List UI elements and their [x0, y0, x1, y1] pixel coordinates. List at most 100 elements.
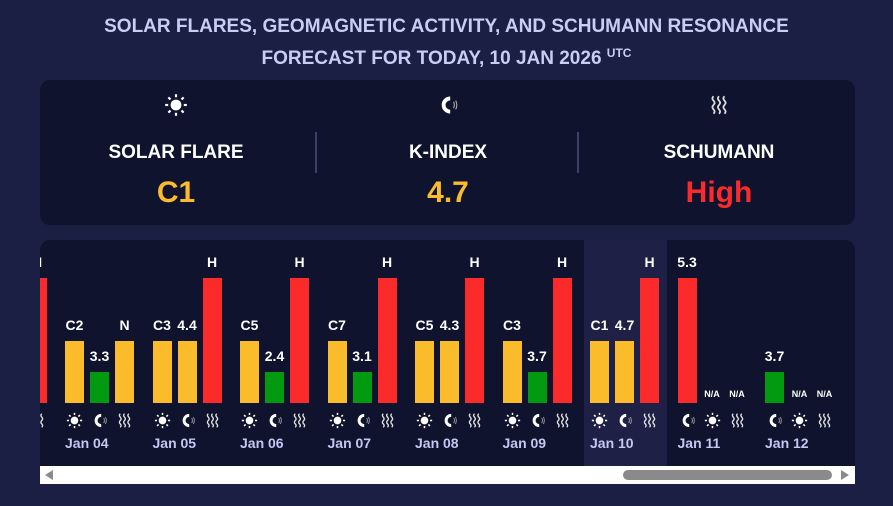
- kindex-value-label: 4.7: [614, 317, 635, 333]
- schumann-value-label: H: [40, 254, 52, 270]
- flare-bar[interactable]: [152, 341, 172, 403]
- waves-icon: [290, 411, 309, 429]
- sun-icon: [40, 93, 312, 120]
- sun-icon: [415, 411, 434, 429]
- kindex-value-label: 3.7: [527, 348, 547, 364]
- title-line-2: FORECAST FOR TODAY, 10 JAN 2026: [261, 48, 602, 69]
- flare-bar[interactable]: [327, 341, 347, 403]
- schumann-bar[interactable]: [40, 278, 47, 403]
- flare-value-label: C5: [415, 317, 434, 333]
- schumann-value-label: H: [294, 254, 305, 270]
- kindex-bar[interactable]: [440, 341, 459, 403]
- date-label: Jan 08: [415, 435, 459, 451]
- flare-value-label: C5: [240, 317, 259, 333]
- utc-label: UTC: [606, 46, 632, 60]
- kindex-value-label: 2.4: [264, 348, 285, 364]
- schumann-value-label: H: [206, 254, 218, 270]
- date-label: Jan 09: [502, 435, 547, 451]
- flare-bar[interactable]: [65, 341, 84, 403]
- date-label: Jan 10: [590, 435, 634, 451]
- divider: [577, 132, 579, 173]
- flare-value-label: C2: [65, 317, 84, 333]
- waves-icon: [583, 94, 855, 120]
- sun-icon: [503, 411, 522, 429]
- kindex-bar[interactable]: [677, 278, 697, 403]
- flare-bar[interactable]: [590, 341, 609, 403]
- date-label: Jan 07: [327, 435, 372, 451]
- kindex-value-label: 3.3: [89, 348, 110, 364]
- kindex-value-label: 5.3: [677, 254, 697, 270]
- summary-schumann: SCHUMANN High: [583, 80, 855, 225]
- day-group: 5.3 N/A N/A Jan 11: [677, 240, 758, 466]
- schumann-value-label: H: [381, 254, 393, 270]
- schumann-value-label: H: [556, 254, 568, 270]
- horizontal-scrollbar[interactable]: [40, 466, 855, 484]
- kindex-bar[interactable]: [177, 341, 197, 403]
- date-label: Jan 05: [152, 435, 197, 451]
- waves-icon: [465, 411, 484, 429]
- schumann-value-label: H: [644, 254, 655, 270]
- day-group: C3 3.7 H Jan 09: [502, 240, 583, 466]
- day-group: C7 3.1 H Jan 07: [327, 240, 408, 466]
- flare-bar[interactable]: [240, 341, 259, 403]
- flare-bar[interactable]: [502, 341, 522, 403]
- waves-icon: [203, 411, 222, 429]
- day-group: C5 4.3 H Jan 08: [415, 240, 495, 466]
- date-label: Jan 04: [65, 435, 109, 451]
- summary-k-index: K-INDEX 4.7: [312, 80, 584, 225]
- kindex-value-label: 3.1: [352, 348, 372, 364]
- flare-value-label: C3: [503, 317, 521, 333]
- title-line-1: SOLAR FLARES, GEOMAGNETIC ACTIVITY, AND …: [104, 16, 789, 37]
- waves-icon: [728, 411, 747, 429]
- schumann-bar[interactable]: [377, 278, 397, 403]
- summary-label: SOLAR FLARE: [108, 142, 244, 163]
- schumann-bar[interactable]: [290, 278, 309, 403]
- day-group: C1 4.7 H Jan 10: [590, 240, 670, 466]
- schumann-bar[interactable]: [640, 278, 659, 403]
- waves-icon: [40, 411, 47, 429]
- summary-value: C1: [156, 176, 196, 209]
- flare-value-label: C3: [153, 317, 171, 333]
- scroll-right-arrow-icon[interactable]: [841, 470, 849, 480]
- schumann-bar[interactable]: [115, 341, 134, 403]
- waves-icon: [815, 411, 834, 429]
- sun-icon: [65, 411, 84, 429]
- kindex-bar[interactable]: [765, 372, 784, 403]
- magnet-icon: [440, 411, 459, 429]
- schumann-bar[interactable]: [552, 278, 572, 403]
- summary-label: SCHUMANN: [663, 142, 775, 163]
- schumann-value-label: N/A: [816, 389, 833, 399]
- divider: [315, 132, 317, 173]
- date-label: Jan 12: [765, 435, 809, 451]
- magnet-icon: [90, 411, 109, 429]
- day-group: C5 2.4 H Jan 06: [240, 240, 320, 466]
- schumann-value-label: H: [469, 254, 480, 270]
- date-label: Jan 06: [240, 435, 284, 451]
- kindex-bar[interactable]: [265, 372, 284, 403]
- sun-icon: [703, 411, 722, 429]
- kindex-bar[interactable]: [527, 372, 547, 403]
- day-group: 3.7 N/A N/A Jan 12: [765, 240, 845, 466]
- kindex-bar[interactable]: [615, 341, 634, 403]
- kindex-bar[interactable]: [352, 372, 372, 403]
- kindex-bar[interactable]: [90, 372, 109, 403]
- scrollbar-thumb[interactable]: [623, 470, 832, 480]
- summary-value: 4.7: [427, 176, 469, 209]
- magnet-icon: [615, 411, 634, 429]
- schumann-bar[interactable]: [202, 278, 222, 403]
- schumann-value-label: N/A: [729, 389, 745, 399]
- magnet-icon: [765, 411, 784, 429]
- flare-value-label: C1: [590, 317, 609, 333]
- flare-value-label: N/A: [704, 389, 720, 399]
- magnet-icon: [312, 94, 584, 120]
- scroll-left-arrow-icon[interactable]: [45, 470, 53, 480]
- flare-bar[interactable]: [415, 341, 434, 403]
- magnet-icon: [678, 411, 697, 429]
- waves-icon: [378, 411, 397, 429]
- flare-value-label: C7: [328, 317, 346, 333]
- magnet-icon: [265, 411, 284, 429]
- sun-icon: [240, 411, 259, 429]
- schumann-bar[interactable]: [465, 278, 484, 403]
